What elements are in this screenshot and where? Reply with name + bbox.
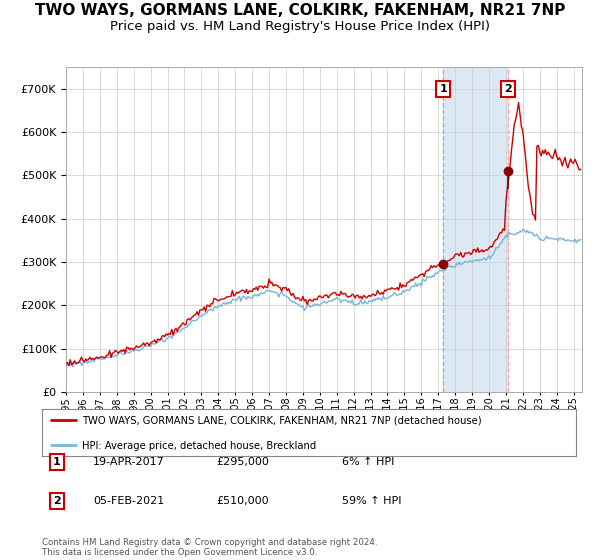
Text: Contains HM Land Registry data © Crown copyright and database right 2024.
This d: Contains HM Land Registry data © Crown c…: [42, 538, 377, 557]
Bar: [443, 67, 508, 392]
Text: TWO WAYS, GORMANS LANE, COLKIRK, FAKENHAM, NR21 7NP: TWO WAYS, GORMANS LANE, COLKIRK, FAKENHA…: [35, 3, 565, 18]
Text: 05-FEB-2021: 05-FEB-2021: [93, 496, 164, 506]
Text: 2: 2: [503, 84, 511, 94]
Text: £295,000: £295,000: [216, 457, 269, 467]
Text: 19-APR-2017: 19-APR-2017: [93, 457, 165, 467]
Text: Price paid vs. HM Land Registry's House Price Index (HPI): Price paid vs. HM Land Registry's House …: [110, 20, 490, 33]
Text: 59% ↑ HPI: 59% ↑ HPI: [342, 496, 401, 506]
Text: 2: 2: [53, 496, 61, 506]
Text: 6% ↑ HPI: 6% ↑ HPI: [342, 457, 394, 467]
Text: HPI: Average price, detached house, Breckland: HPI: Average price, detached house, Brec…: [82, 441, 316, 451]
Text: £510,000: £510,000: [216, 496, 269, 506]
Text: TWO WAYS, GORMANS LANE, COLKIRK, FAKENHAM, NR21 7NP (detached house): TWO WAYS, GORMANS LANE, COLKIRK, FAKENHA…: [82, 416, 482, 426]
Text: 1: 1: [53, 457, 61, 467]
Text: 1: 1: [439, 84, 447, 94]
